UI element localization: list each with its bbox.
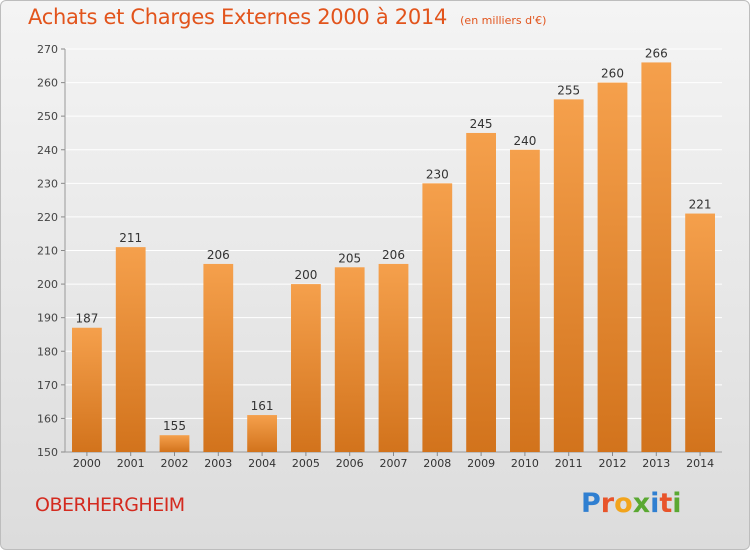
y-tick-label: 170 — [37, 379, 58, 392]
bar-2007 — [378, 263, 409, 452]
data-label: 255 — [557, 83, 580, 97]
y-tick-labels: 150 160 170 180 190 200 210 220 230 240 250 260 270 — [37, 43, 58, 459]
logo-letter: o — [614, 488, 633, 519]
logo-letter: P — [581, 488, 601, 519]
y-tick-label: 230 — [37, 177, 58, 190]
logo-letter: r — [600, 488, 615, 519]
data-labels: 187 211 155 206 161 200 205 206 230 245 240 255 260 2… — [75, 46, 711, 433]
y-tick-label: 220 — [37, 211, 58, 224]
data-label: 206 — [382, 248, 405, 262]
data-label: 155 — [163, 419, 186, 433]
bar-2011 — [553, 99, 584, 452]
data-label: 266 — [645, 46, 668, 60]
data-label: 221 — [689, 198, 712, 212]
proxiti-logo: Proxiti — [581, 488, 682, 519]
y-tick-label: 240 — [37, 144, 58, 157]
data-label: 230 — [426, 167, 449, 181]
bar-2002 — [159, 435, 190, 452]
y-tick-label: 250 — [37, 110, 58, 123]
bar-2001 — [115, 247, 146, 452]
chart-title: Achats et Charges Externes 2000 à 2014 — [28, 5, 448, 29]
x-tick-label: 2010 — [511, 457, 539, 470]
data-label: 200 — [294, 268, 317, 282]
x-tick-label: 2004 — [248, 457, 276, 470]
data-label: 245 — [470, 117, 493, 131]
bar-2009 — [466, 132, 496, 453]
x-tick-label: 2002 — [161, 457, 189, 470]
y-tick-label: 210 — [37, 245, 58, 258]
x-tick-label: 2006 — [336, 457, 364, 470]
bar-2013 — [641, 62, 672, 452]
x-tick-label: 2000 — [73, 457, 101, 470]
x-tick-label: 2001 — [117, 457, 145, 470]
y-tick-label: 190 — [37, 312, 58, 325]
chart-subtitle: (en milliers d'€) — [460, 14, 547, 27]
commune-name: OBERHERGHEIM — [35, 494, 185, 516]
data-label: 211 — [119, 231, 142, 245]
data-label: 187 — [75, 312, 98, 326]
data-label: 206 — [207, 248, 230, 262]
data-label: 161 — [251, 399, 274, 413]
bars — [72, 62, 715, 453]
bar-2005 — [291, 284, 321, 452]
logo-letter: x — [632, 488, 651, 519]
bar-2012 — [597, 82, 628, 452]
x-tick-label: 2008 — [423, 457, 451, 470]
y-tick-label: 160 — [37, 412, 58, 425]
x-tick-label: 2005 — [292, 457, 320, 470]
bar-2000 — [72, 327, 102, 452]
x-tick-label: 2007 — [380, 457, 408, 470]
bar-2008 — [422, 183, 453, 453]
logo-letter: i — [672, 488, 682, 519]
y-tick-label: 180 — [37, 345, 58, 358]
data-label: 260 — [601, 67, 624, 81]
title-block: Achats et Charges Externes 2000 à 2014 (… — [28, 5, 546, 29]
x-tick-label: 2009 — [467, 457, 495, 470]
x-tick-label: 2011 — [555, 457, 583, 470]
logo-letter: i — [650, 488, 660, 519]
y-tick-label: 150 — [37, 446, 58, 459]
y-tick-label: 270 — [37, 43, 58, 56]
bar-2006 — [334, 267, 365, 452]
bar-2014 — [685, 213, 715, 452]
logo-letter: t — [659, 488, 673, 519]
data-label: 205 — [338, 251, 361, 265]
x-tick-label: 2013 — [642, 457, 670, 470]
data-label: 240 — [513, 134, 536, 148]
bar-2004 — [247, 415, 277, 452]
x-tick-labels: 2000 2001 2002 2003 2004 2005 2006 2007 2008 2009… — [73, 452, 714, 470]
y-tick-label: 260 — [37, 77, 58, 90]
bar-2003 — [203, 263, 234, 452]
y-tick-label: 200 — [37, 278, 58, 291]
bar-2010 — [510, 149, 540, 452]
x-tick-label: 2012 — [599, 457, 627, 470]
x-tick-label: 2014 — [686, 457, 714, 470]
x-tick-label: 2003 — [204, 457, 232, 470]
